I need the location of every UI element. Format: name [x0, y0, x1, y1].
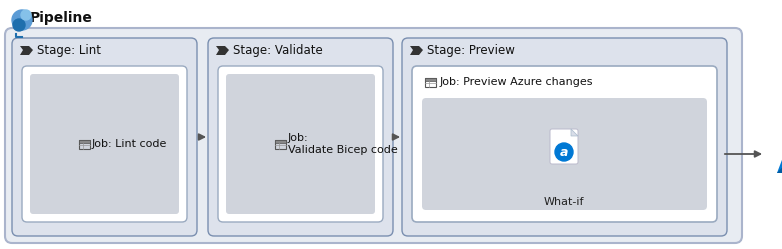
FancyBboxPatch shape: [22, 66, 187, 222]
Text: Stage: Preview: Stage: Preview: [427, 44, 515, 57]
FancyBboxPatch shape: [12, 38, 197, 236]
Text: a: a: [560, 146, 569, 159]
Text: Job:
Validate Bicep code: Job: Validate Bicep code: [288, 133, 398, 155]
Bar: [275, 140, 286, 149]
Circle shape: [13, 19, 25, 31]
Circle shape: [12, 10, 32, 30]
Circle shape: [21, 10, 31, 20]
FancyBboxPatch shape: [226, 74, 375, 214]
Text: Pipeline: Pipeline: [30, 11, 93, 25]
Bar: [425, 78, 436, 81]
Bar: [275, 140, 286, 143]
Bar: [425, 78, 436, 87]
Polygon shape: [571, 129, 578, 136]
Bar: [79, 140, 90, 149]
FancyBboxPatch shape: [218, 66, 383, 222]
Polygon shape: [777, 135, 782, 173]
FancyBboxPatch shape: [402, 38, 727, 236]
Text: What-if: What-if: [543, 197, 584, 207]
FancyBboxPatch shape: [5, 28, 742, 243]
FancyBboxPatch shape: [412, 66, 717, 222]
FancyBboxPatch shape: [208, 38, 393, 236]
Polygon shape: [20, 46, 33, 55]
Text: Stage: Lint: Stage: Lint: [37, 44, 101, 57]
Polygon shape: [410, 46, 423, 55]
FancyBboxPatch shape: [30, 74, 179, 214]
Polygon shape: [777, 160, 782, 173]
Text: Job: Preview Azure changes: Job: Preview Azure changes: [440, 77, 594, 87]
Text: Job: Lint code: Job: Lint code: [92, 139, 167, 149]
Bar: [79, 140, 90, 143]
Circle shape: [555, 143, 573, 161]
Polygon shape: [216, 46, 229, 55]
Text: Stage: Validate: Stage: Validate: [233, 44, 323, 57]
FancyBboxPatch shape: [422, 98, 707, 210]
FancyBboxPatch shape: [550, 129, 578, 164]
